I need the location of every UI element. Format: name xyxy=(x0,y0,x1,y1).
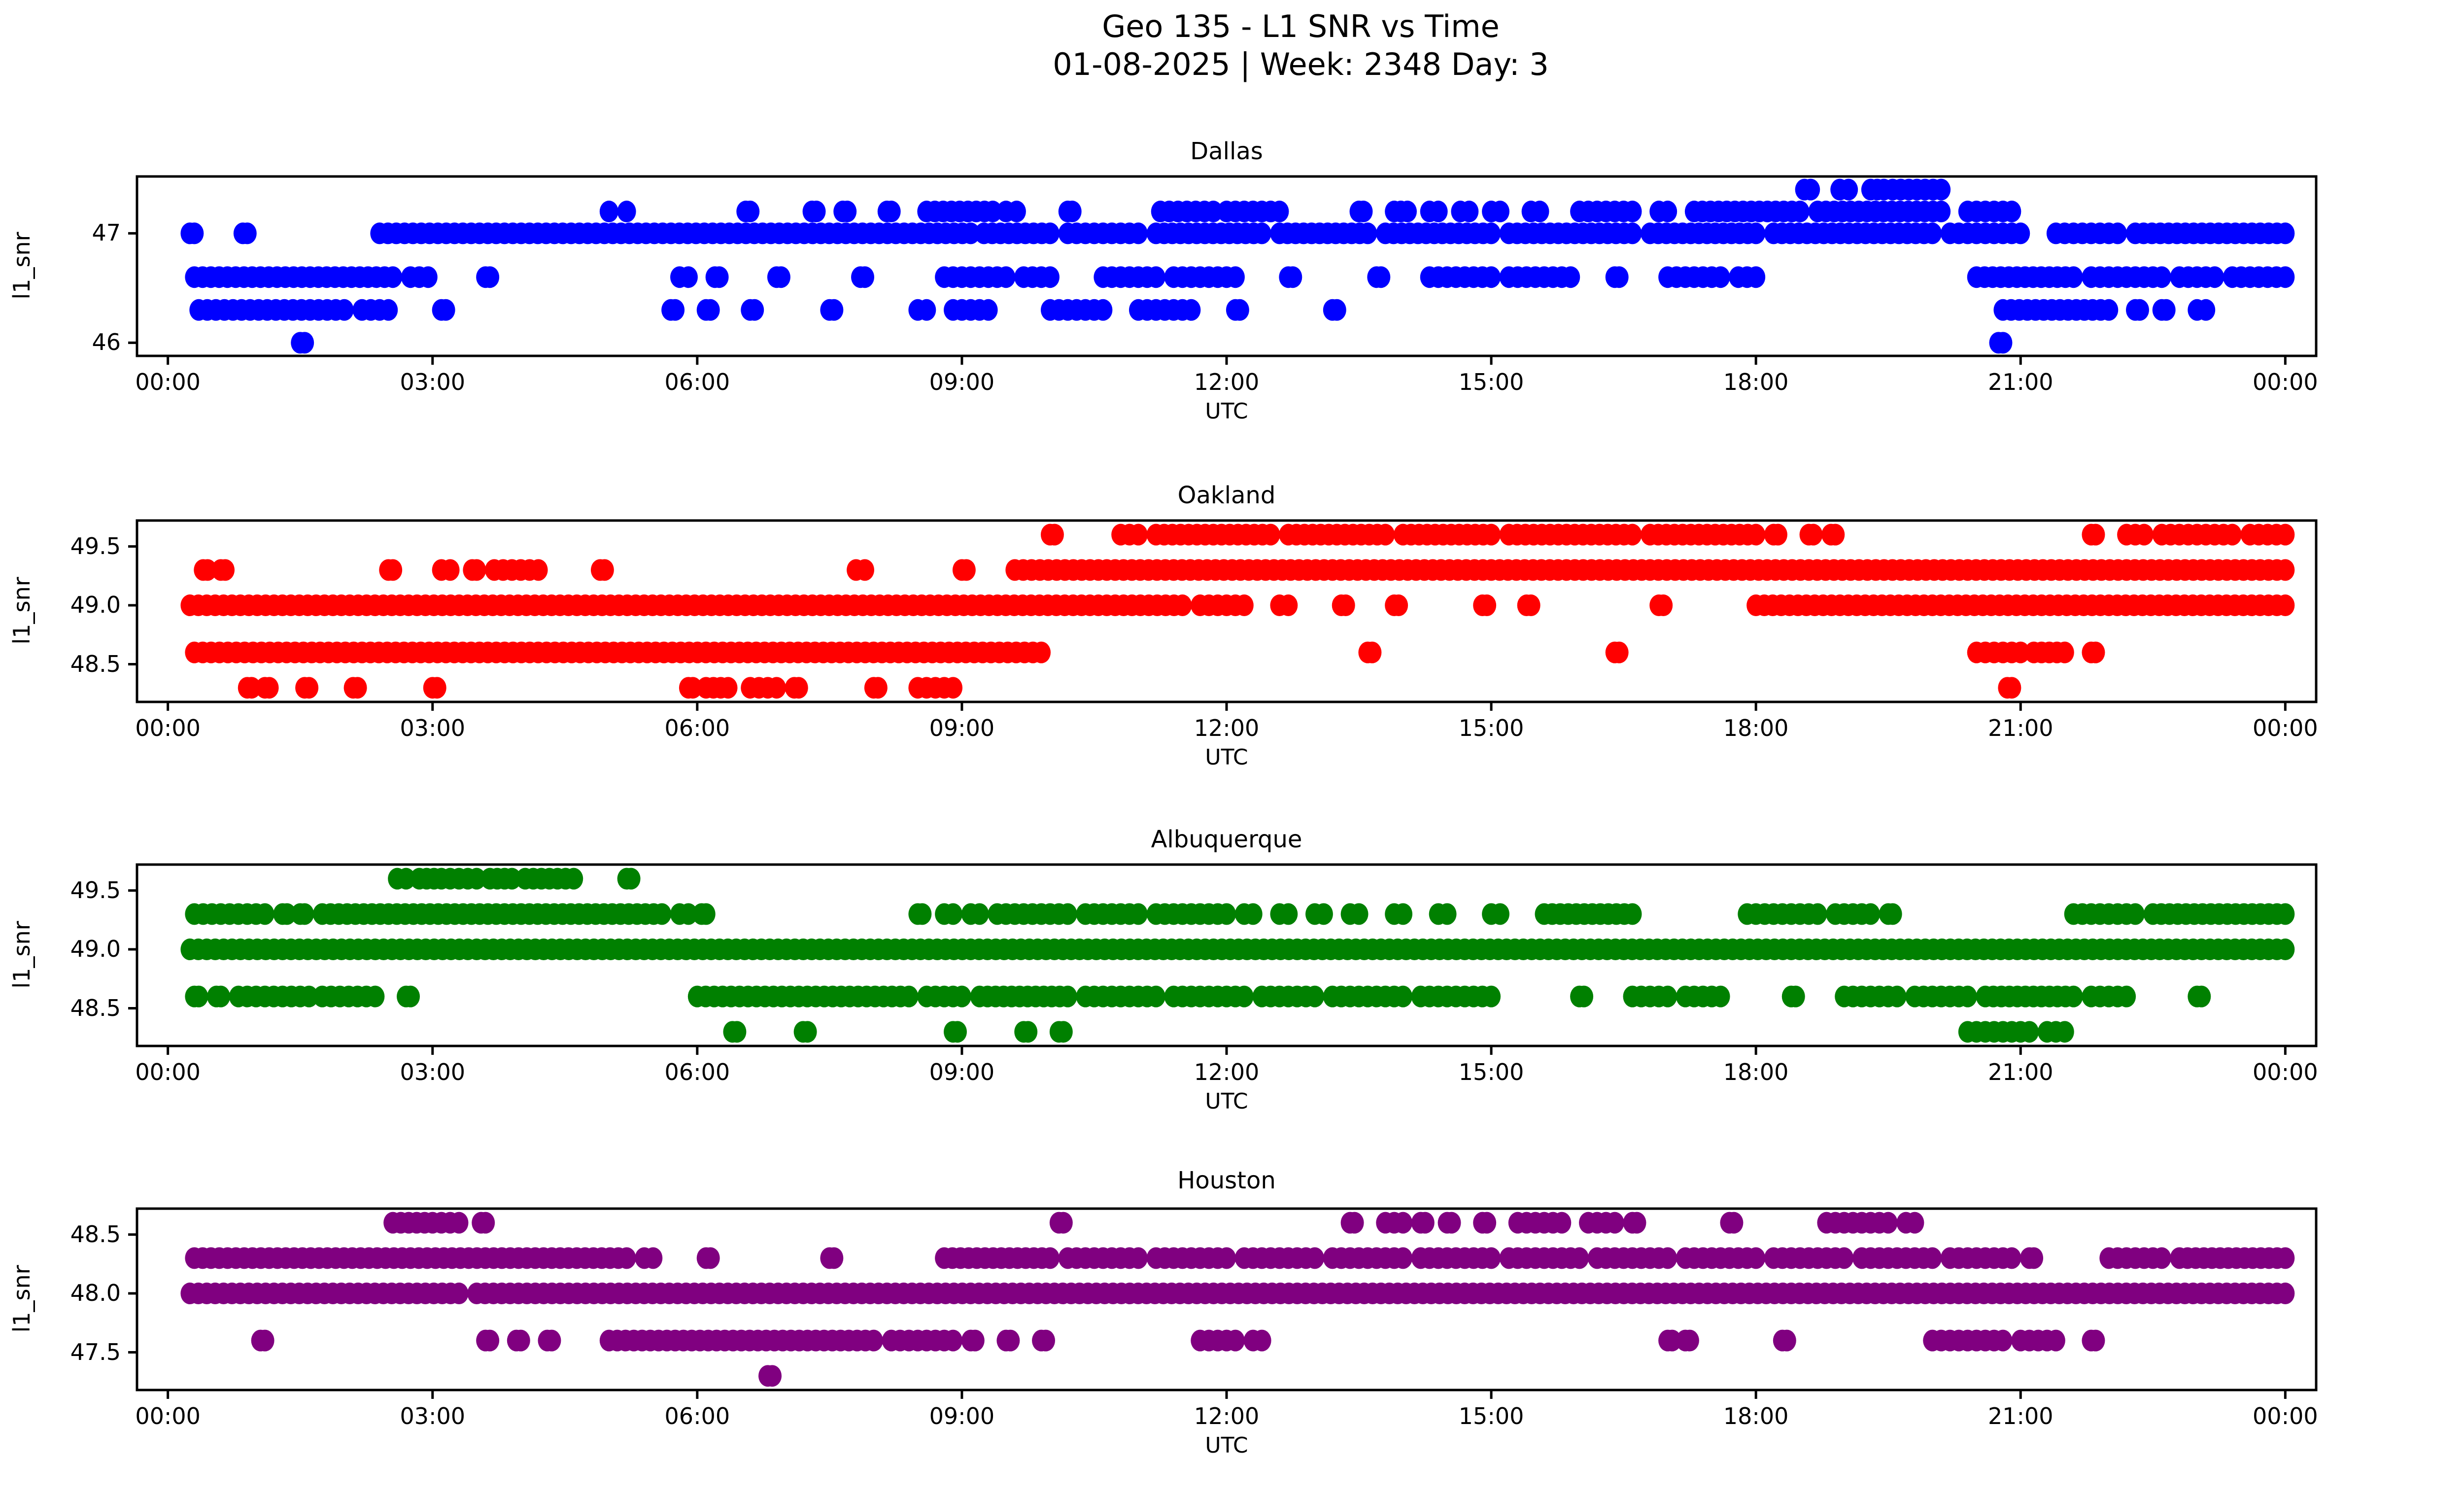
subplot-title: Houston xyxy=(1177,1167,1276,1194)
x-tick-label: 21:00 xyxy=(1987,715,2053,741)
x-tick-label: 21:00 xyxy=(1987,1059,2053,1085)
axes-frame xyxy=(136,1207,2318,1391)
x-tick-label: 09:00 xyxy=(929,715,995,741)
x-tick-label: 03:00 xyxy=(400,369,466,395)
x-tick-label: 06:00 xyxy=(664,715,730,741)
x-tick-label: 00:00 xyxy=(135,369,201,395)
x-tick-label: 12:00 xyxy=(1194,369,1260,395)
x-tick-label: 21:00 xyxy=(1987,1403,2053,1429)
x-tick-label: 18:00 xyxy=(1723,369,1789,395)
y-tick-label: 48.0 xyxy=(70,1280,121,1307)
x-tick-label: 06:00 xyxy=(664,369,730,395)
scatter-series xyxy=(180,1212,2295,1387)
axes-frame xyxy=(136,519,2318,703)
y-tick-label: 48.5 xyxy=(70,1220,121,1248)
x-tick-label: 00:00 xyxy=(135,715,201,741)
x-tick-label: 12:00 xyxy=(1194,715,1260,741)
subplot-title: Albuquerque xyxy=(1151,826,1302,853)
y-tick-label: 49.5 xyxy=(70,532,121,559)
x-tick-label: 00:00 xyxy=(2253,715,2318,741)
x-tick-label: 00:00 xyxy=(135,1059,201,1085)
x-tick-label: 06:00 xyxy=(664,1403,730,1429)
figure-title-line2: 01-08-2025 | Week: 2348 Day: 3 xyxy=(1053,46,1549,82)
y-tick-label: 46 xyxy=(92,329,121,356)
x-tick-label: 09:00 xyxy=(929,1403,995,1429)
x-tick-label: 03:00 xyxy=(400,1403,466,1429)
x-tick-label: 21:00 xyxy=(1987,369,2053,395)
y-tick-label: 49.0 xyxy=(70,591,121,619)
x-tick-label: 09:00 xyxy=(929,1059,995,1085)
y-tick-label: 48.5 xyxy=(70,650,121,677)
x-tick-label: 09:00 xyxy=(929,369,995,395)
y-tick-label: 48.5 xyxy=(70,994,121,1021)
x-tick-label: 15:00 xyxy=(1458,1403,1524,1429)
y-axis-label: l1_snr xyxy=(8,1265,35,1333)
scatter-series xyxy=(180,523,2295,699)
y-axis-label: l1_snr xyxy=(8,577,35,645)
x-tick-label: 12:00 xyxy=(1194,1403,1260,1429)
x-axis-label: UTC xyxy=(1205,1433,1248,1458)
subplot-title: Dallas xyxy=(1190,138,1263,165)
x-tick-label: 18:00 xyxy=(1723,1403,1789,1429)
x-tick-label: 00:00 xyxy=(135,1403,201,1429)
subplot-title: Oakland xyxy=(1177,482,1276,509)
x-tick-label: 00:00 xyxy=(2253,1059,2318,1085)
x-tick-label: 15:00 xyxy=(1458,369,1524,395)
x-tick-label: 03:00 xyxy=(400,1059,466,1085)
x-tick-label: 00:00 xyxy=(2253,1403,2318,1429)
x-tick-label: 06:00 xyxy=(664,1059,730,1085)
x-tick-label: 15:00 xyxy=(1458,1059,1524,1085)
x-axis-label: UTC xyxy=(1205,399,1248,424)
x-tick-label: 03:00 xyxy=(400,715,466,741)
y-tick-label: 49.0 xyxy=(70,936,121,963)
x-tick-label: 00:00 xyxy=(2253,369,2318,395)
axes-frame xyxy=(136,863,2318,1047)
y-tick-label: 47.5 xyxy=(70,1338,121,1365)
y-axis-label: l1_snr xyxy=(8,921,35,989)
figure-title-line1: Geo 135 - L1 SNR vs Time xyxy=(1102,8,1500,44)
x-axis-label: UTC xyxy=(1205,1089,1248,1114)
y-tick-label: 47 xyxy=(92,219,121,246)
y-axis-label: l1_snr xyxy=(8,232,35,300)
axes-frame xyxy=(136,175,2318,357)
x-tick-label: 15:00 xyxy=(1458,715,1524,741)
x-tick-label: 18:00 xyxy=(1723,715,1789,741)
x-tick-label: 12:00 xyxy=(1194,1059,1260,1085)
x-tick-label: 18:00 xyxy=(1723,1059,1789,1085)
scatter-series xyxy=(180,868,2295,1043)
y-tick-label: 49.5 xyxy=(70,876,121,904)
x-axis-label: UTC xyxy=(1205,745,1248,770)
scatter-series xyxy=(180,178,2295,354)
